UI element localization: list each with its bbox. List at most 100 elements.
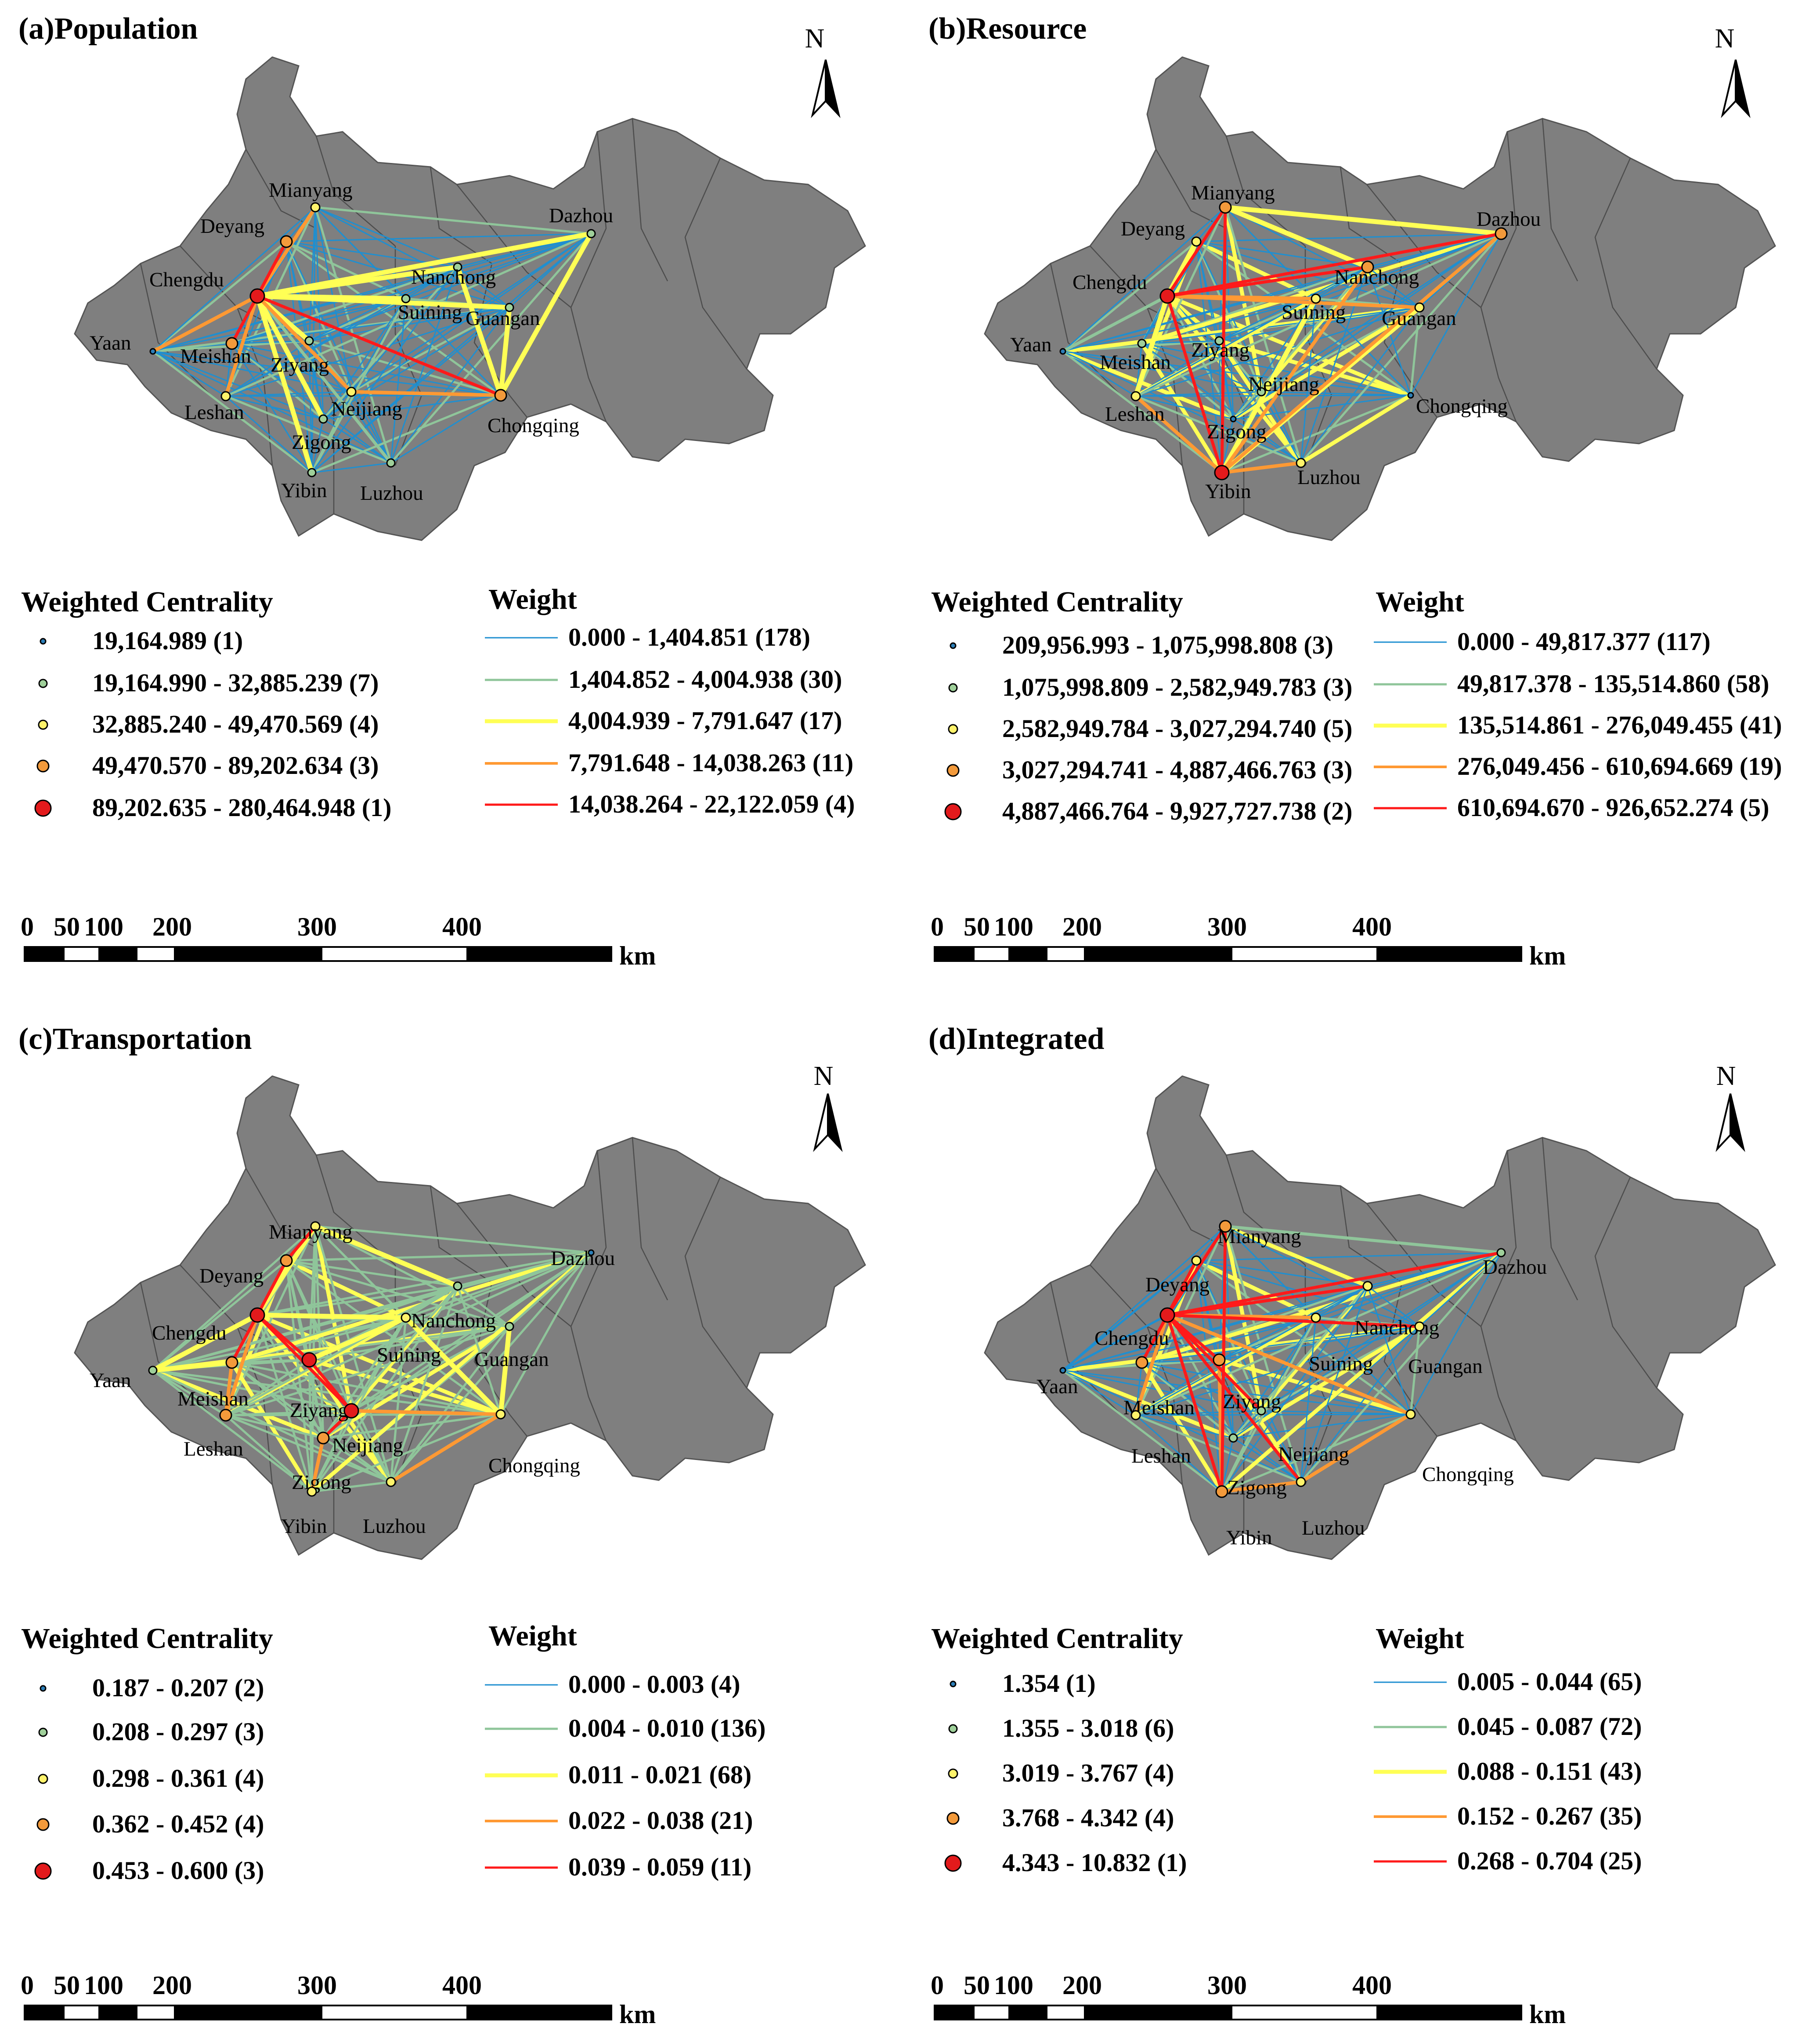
city-node [280, 1254, 293, 1267]
scale-tick-label: 300 [1207, 912, 1247, 941]
network-link [390, 1286, 459, 1482]
network-link [1315, 1285, 1368, 1319]
city-node [586, 229, 596, 238]
network-link [390, 298, 407, 463]
network-link [152, 1251, 592, 1372]
city-node [280, 235, 293, 248]
region-base-map [984, 56, 1776, 541]
city-label: Chengdu [1094, 1327, 1169, 1350]
city-label: Nanchong [1334, 266, 1419, 289]
scale-tick-label: 300 [297, 912, 337, 941]
city-node [1130, 391, 1141, 401]
scale-bar-segment [1046, 2005, 1086, 2020]
network-link [322, 1317, 407, 1439]
network-link [1062, 1370, 1136, 1416]
city-label: Leshan [1131, 1445, 1191, 1467]
city-label: Leshan [1105, 403, 1165, 426]
network-link [255, 295, 314, 473]
centrality-legend-label: 49,470.570 - 89,202.634 (3) [92, 751, 379, 780]
scale-tick-label: 400 [1352, 1971, 1392, 2000]
city-label: Meishan [177, 1388, 249, 1410]
network-link [1261, 1410, 1411, 1415]
scale-bar-segment [321, 2005, 468, 2020]
network-link [309, 340, 501, 397]
city-node [1496, 1248, 1506, 1257]
network-link [255, 1225, 318, 1317]
network-link [1195, 1260, 1302, 1482]
city-node [453, 262, 462, 272]
city-label: Nanchong [1354, 1316, 1439, 1339]
network-link [152, 351, 324, 420]
scale-bar-segment [1231, 946, 1378, 962]
network-link [1141, 231, 1502, 346]
network-link [1062, 233, 1502, 352]
network-link [350, 1410, 392, 1483]
network-link [224, 1314, 259, 1416]
network-link [152, 1313, 259, 1373]
network-link [1140, 1361, 1224, 1493]
north-arrow-icon [1735, 59, 1751, 118]
network-link [457, 1285, 510, 1327]
network-link [256, 241, 288, 297]
network-link [350, 391, 392, 463]
network-link [1196, 233, 1502, 242]
network-link [1062, 1252, 1502, 1371]
network-link [457, 266, 510, 308]
network-link [405, 1251, 592, 1319]
centrality-legend-symbol [38, 1727, 48, 1737]
network-link [308, 1359, 313, 1492]
city-label: Deyang [200, 215, 264, 238]
network-link [231, 343, 324, 420]
network-link [1225, 206, 1420, 308]
city-label: Ziyang [290, 1399, 348, 1422]
city-label: Chongqing [1416, 395, 1508, 418]
network-link [1218, 1359, 1234, 1438]
network-link [152, 351, 226, 397]
network-link [499, 1252, 592, 1415]
city-node [1137, 339, 1147, 348]
network-link [311, 1481, 391, 1493]
network-link [1221, 1251, 1502, 1493]
city-node [386, 1477, 396, 1487]
network-link [308, 340, 324, 419]
city-node [1214, 336, 1224, 346]
centrality-legend-symbol [944, 1854, 962, 1872]
network-link [152, 1370, 313, 1492]
centrality-legend-symbol [38, 1774, 48, 1784]
city-label: Guangan [1408, 1355, 1483, 1378]
network-link [152, 294, 258, 353]
city-node [1219, 1220, 1232, 1233]
network-link [1221, 394, 1411, 474]
network-link [309, 297, 406, 342]
north-arrow-icon [811, 59, 827, 118]
centrality-legend-label: 0.298 - 0.361 (4) [92, 1764, 264, 1792]
scale-bar-segment [466, 2005, 612, 2020]
scale-tick-label: 0 [21, 912, 34, 941]
network-link [457, 1251, 592, 1287]
scale-tick-label: 0 [931, 912, 944, 941]
network-link [1062, 349, 1234, 421]
city-node [401, 294, 411, 304]
city-label: Nanchong [411, 266, 496, 289]
centrality-legend-label: 1.354 (1) [1002, 1669, 1096, 1698]
network-link [1167, 294, 1316, 300]
network-link [1233, 233, 1502, 420]
weight-legend-label: 0.011 - 0.021 (68) [568, 1760, 751, 1789]
scale-bar-segment [24, 946, 65, 962]
centrality-legend-symbol [946, 1812, 960, 1825]
city-label: Dazhou [1483, 1256, 1547, 1279]
scale-tick-label: 200 [152, 1971, 192, 2000]
centrality-legend-label: 19,164.989 (1) [92, 626, 243, 655]
network-link [322, 1251, 592, 1439]
centrality-legend-label: 89,202.635 - 280,464.948 (1) [92, 793, 391, 822]
network-link [1135, 1251, 1502, 1416]
network-link [152, 241, 287, 352]
centrality-legend: 19,164.989 (1) 19,164.990 - 32,885.239 (7… [34, 626, 391, 822]
network-link [314, 1225, 510, 1328]
scale-bar-segment [1046, 946, 1086, 962]
city-label: Leshan [184, 1438, 243, 1460]
scale-bar-segment [321, 946, 468, 962]
north-arrow-icon [1730, 1093, 1745, 1152]
